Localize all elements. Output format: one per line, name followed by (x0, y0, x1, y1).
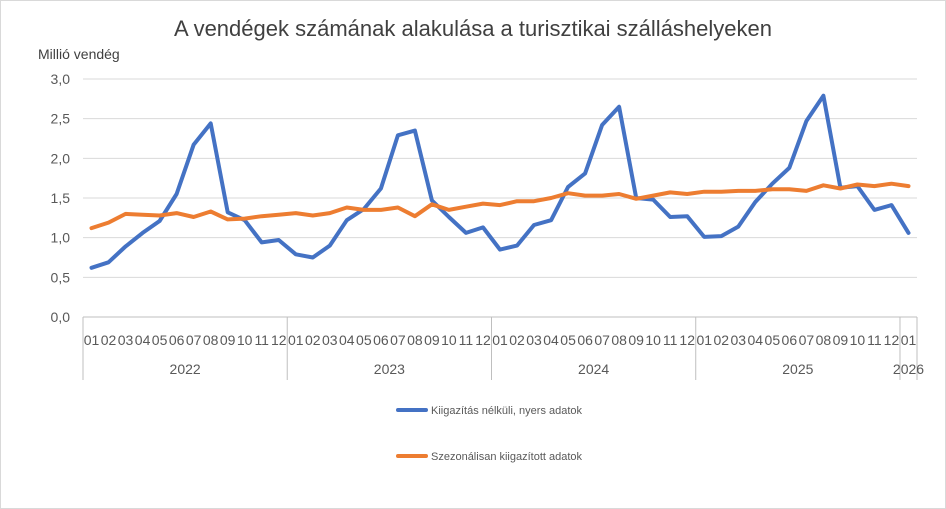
x-tick-label-month: 11 (459, 332, 474, 348)
x-tick-label-month: 10 (441, 332, 457, 348)
y-axis-label: Millió vendég (38, 46, 120, 62)
y-tick-label: 1,0 (51, 230, 71, 246)
y-tick-labels: 0,0 0,5 1,0 1,5 2,0 2,5 3,0 (51, 71, 71, 325)
x-tick-label-month: 07 (390, 332, 406, 348)
x-tick-label-month: 08 (203, 332, 219, 348)
x-tick-label-month: 02 (305, 332, 321, 348)
x-tick-label-month: 03 (730, 332, 746, 348)
x-tick-label-month: 03 (526, 332, 542, 348)
x-tick-label-month: 05 (152, 332, 168, 348)
x-tick-label-month: 08 (816, 332, 832, 348)
x-tick-label-month: 01 (84, 332, 100, 348)
x-tick-label-month: 12 (884, 332, 900, 348)
y-tick-label: 2,5 (51, 111, 71, 127)
x-tick-label-month: 06 (169, 332, 185, 348)
x-tick-label-month: 12 (679, 332, 695, 348)
x-tick-label-month: 09 (424, 332, 440, 348)
x-tick-label-month: 07 (594, 332, 610, 348)
y-tick-label: 1,5 (51, 190, 71, 206)
x-tick-label-month: 10 (237, 332, 253, 348)
x-tick-label-month: 09 (833, 332, 849, 348)
x-tick-label-month: 11 (867, 332, 882, 348)
legend-label: Kiigazítás nélküli, nyers adatok (431, 405, 583, 417)
legend-label: Szezonálisan kiigazított adatok (431, 451, 583, 463)
y-tick-label: 3,0 (51, 71, 71, 87)
x-tick-label-month: 06 (373, 332, 389, 348)
x-tick-label-month: 01 (696, 332, 712, 348)
x-tick-label-month: 01 (288, 332, 304, 348)
x-tick-label-month: 09 (220, 332, 236, 348)
x-tick-label-month: 08 (407, 332, 423, 348)
x-tick-label-month: 01 (492, 332, 508, 348)
x-tick-label-month: 06 (782, 332, 798, 348)
x-tick-label-month: 09 (628, 332, 644, 348)
x-tick-label-month: 04 (339, 332, 355, 348)
x-tick-label-month: 02 (713, 332, 729, 348)
x-tick-label-month: 10 (850, 332, 866, 348)
x-tick-label-month: 04 (543, 332, 559, 348)
x-tick-label-month: 02 (509, 332, 525, 348)
x-tick-label-month: 05 (356, 332, 372, 348)
x-tick-label-year: 2025 (782, 361, 813, 377)
x-tick-label-month: 03 (118, 332, 134, 348)
grid-lines (83, 78, 917, 318)
x-tick-label-month: 07 (799, 332, 815, 348)
x-tick-label-month: 11 (254, 332, 269, 348)
x-tick-label-month: 12 (475, 332, 491, 348)
x-tick-label-year: 2024 (578, 361, 609, 377)
x-tick-label-month: 12 (271, 332, 287, 348)
x-tick-label-year: 2023 (374, 361, 405, 377)
y-tick-label: 0,0 (51, 309, 71, 325)
x-tick-label-year: 2026 (893, 361, 924, 377)
x-tick-label-month: 04 (135, 332, 151, 348)
legend: Kiigazítás nélküli, nyers adatok Szezonál… (396, 405, 583, 463)
x-tick-label-month: 10 (645, 332, 661, 348)
x-axis: 01 02 03 04 05 06 07 08 09 10 11 12 01 02 03 04 05 06 07 08… (82, 317, 924, 380)
series-line-1 (89, 93, 911, 270)
y-tick-label: 0,5 (51, 269, 71, 285)
x-tick-label-month: 03 (322, 332, 338, 348)
x-tick-label-month: 08 (611, 332, 627, 348)
series-lines (89, 93, 911, 270)
x-tick-label-month: 07 (186, 332, 202, 348)
x-tick-label-month: 01 (901, 332, 917, 348)
x-tick-label-month: 06 (577, 332, 593, 348)
x-tick-label-month: 05 (560, 332, 576, 348)
x-tick-label-year: 2022 (170, 361, 201, 377)
x-tick-label-month: 02 (101, 332, 117, 348)
y-tick-label: 2,0 (51, 150, 71, 166)
x-tick-label-month: 04 (748, 332, 764, 348)
chart-title: A vendégek számának alakulása a turiszti… (174, 16, 772, 41)
series-line-2 (89, 181, 911, 231)
x-tick-label-month: 11 (663, 332, 678, 348)
x-tick-label-month: 05 (765, 332, 781, 348)
